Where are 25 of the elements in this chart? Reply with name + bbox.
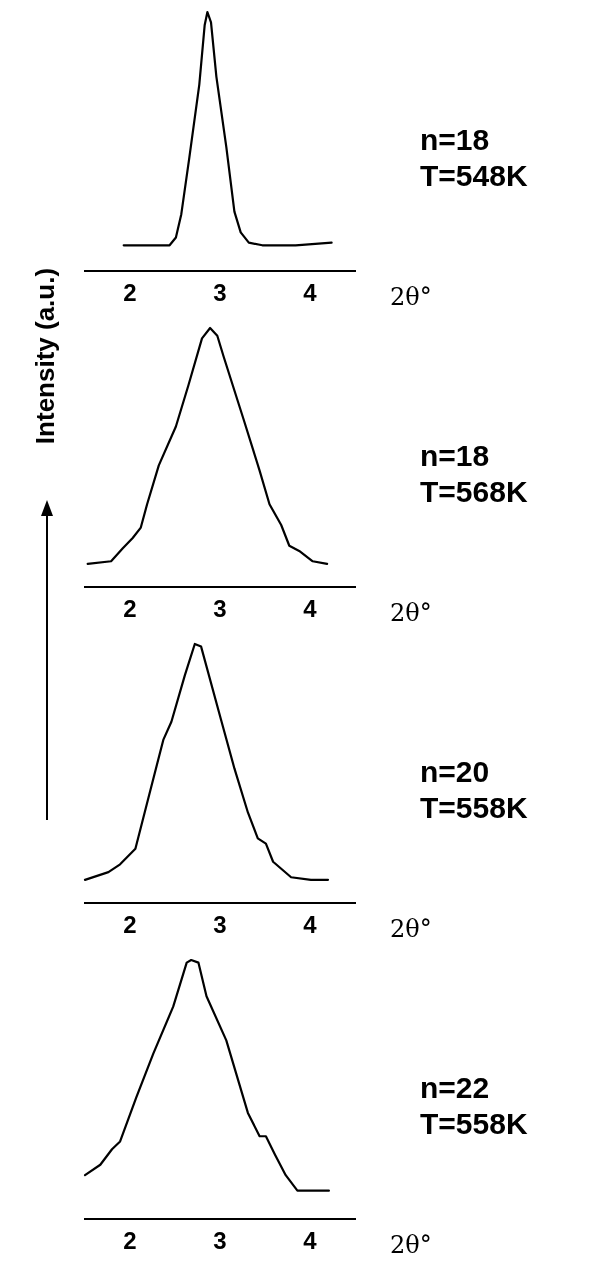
- x-axis-title: 2θ°: [390, 599, 432, 628]
- x-tick-label: 3: [213, 1227, 227, 1255]
- x-axis-title: 2θ°: [390, 915, 432, 944]
- text: T=568K: [420, 474, 528, 508]
- text: T=558K: [420, 1106, 528, 1140]
- text: n=18: [420, 122, 490, 156]
- x-tick-label: 3: [213, 279, 227, 307]
- x-tick-label: 2: [123, 595, 137, 623]
- x-tick-label: 3: [213, 595, 227, 623]
- x-tick-label: 4: [303, 911, 318, 939]
- text: T=558K: [420, 790, 528, 824]
- x-tick-label: 2: [123, 911, 137, 939]
- y-axis-title: Intensity (a.u.): [30, 266, 61, 447]
- x-tick-label: 3: [213, 911, 227, 939]
- text: n=20: [420, 754, 490, 788]
- text: n=22: [420, 1070, 490, 1104]
- x-tick-label: 4: [303, 279, 318, 307]
- x-tick-label: 4: [303, 1227, 318, 1255]
- x-axis-title: 2θ°: [390, 283, 432, 312]
- x-tick-label: 2: [123, 279, 137, 307]
- text: T=548K: [420, 158, 528, 192]
- x-tick-label: 4: [303, 595, 318, 623]
- x-axis-title: 2θ°: [390, 1231, 432, 1260]
- text: n=18: [420, 438, 490, 472]
- x-tick-label: 2: [123, 1227, 137, 1255]
